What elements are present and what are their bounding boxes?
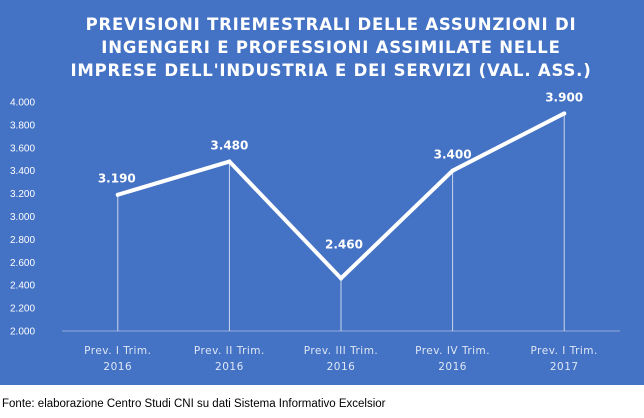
x-tick-label: 2016 xyxy=(215,361,244,373)
y-tick-label: 4.000 xyxy=(10,98,35,109)
x-tick-label: 2016 xyxy=(438,361,467,373)
x-tick-label: Prev. I Trim. xyxy=(531,345,598,357)
y-tick-label: 3.400 xyxy=(10,166,35,177)
chart-title-line: INGENGERI E PROFESSIONI ASSIMILATE NELLE xyxy=(101,38,560,57)
data-point xyxy=(227,159,232,164)
data-point xyxy=(562,111,567,116)
y-tick-label: 2.800 xyxy=(10,235,35,246)
data-point xyxy=(339,276,343,281)
y-tick-label: 2.200 xyxy=(10,304,35,315)
source-note: Fonte: elaborazione Centro Studi CNI su … xyxy=(2,398,386,410)
data-point xyxy=(115,192,120,197)
series-line xyxy=(115,111,567,282)
x-tick-label: Prev. IV Trim. xyxy=(415,345,490,357)
chart-title-line: IMPRESE DELL'INDUSTRIA E DEI SERVIZI (VA… xyxy=(70,61,591,80)
data-label: 3.900 xyxy=(545,90,583,104)
chart-title-line: PREVISIONI TRIEMESTRALI DELLE ASSUNZIONI… xyxy=(86,15,577,34)
y-tick-label: 3.600 xyxy=(10,143,35,154)
data-point xyxy=(450,168,455,173)
y-tick-label: 2.400 xyxy=(10,281,35,292)
data-label: 3.400 xyxy=(434,148,472,162)
x-tick-label: 2017 xyxy=(550,361,579,373)
data-label: 3.190 xyxy=(98,172,136,186)
y-tick-label: 2.000 xyxy=(10,327,35,338)
x-tick-label: Prev. II Trim. xyxy=(194,345,265,357)
y-tick-label: 3.200 xyxy=(10,189,35,200)
x-tick-label: Prev. III Trim. xyxy=(304,345,379,357)
chart-panel: PREVISIONI TRIEMESTRALI DELLE ASSUNZIONI… xyxy=(0,0,644,385)
line-chart: PREVISIONI TRIEMESTRALI DELLE ASSUNZIONI… xyxy=(10,15,620,373)
x-tick-label: 2016 xyxy=(327,361,356,373)
x-tick-label: 2016 xyxy=(103,361,132,373)
data-label: 3.480 xyxy=(210,139,248,153)
y-tick-label: 3.000 xyxy=(10,212,35,223)
y-tick-label: 3.800 xyxy=(10,120,35,131)
data-label: 2.460 xyxy=(325,237,363,251)
x-tick-label: Prev. I Trim. xyxy=(84,345,151,357)
y-tick-label: 2.600 xyxy=(10,258,35,269)
